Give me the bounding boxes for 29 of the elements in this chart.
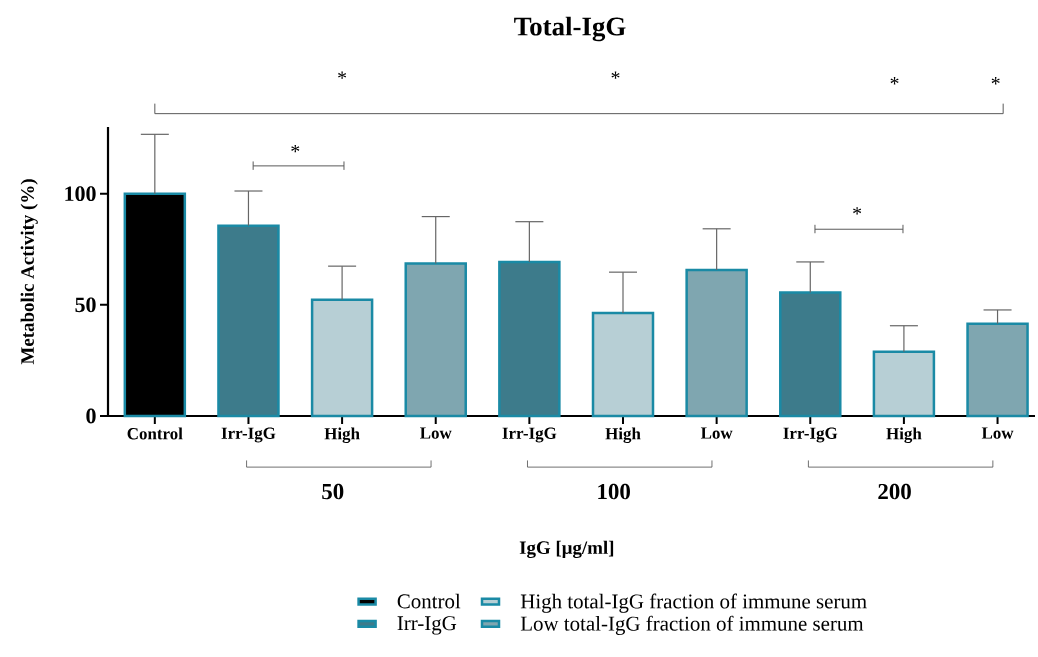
annotation: * bbox=[853, 207, 862, 215]
legend-label: Irr-IgG bbox=[397, 616, 457, 635]
text: * bbox=[611, 71, 620, 79]
y-tick-label: 0 bbox=[86, 408, 96, 424]
x-tick-label: Low bbox=[420, 427, 452, 439]
text: 50 bbox=[322, 483, 344, 500]
text: * bbox=[890, 77, 899, 85]
x-tick-label: Irr-IgG bbox=[221, 427, 276, 443]
legend-label: High total-IgG fraction of immune serum bbox=[520, 593, 867, 613]
y-tick-label: 100 bbox=[65, 186, 96, 202]
text: 100 bbox=[598, 483, 630, 500]
x-tick-label: Irr-IgG bbox=[783, 427, 838, 443]
x-tick-label: Low bbox=[981, 427, 1014, 439]
y-tick-label: 50 bbox=[75, 297, 96, 313]
text: * bbox=[338, 71, 347, 79]
x-tick-label: High bbox=[324, 427, 360, 443]
text: IgG [μg/ml] bbox=[519, 540, 614, 559]
y-axis-title: Metabolic Activity (%) bbox=[20, 179, 38, 365]
annotation: * bbox=[291, 144, 300, 153]
x-tick-label: Low bbox=[700, 427, 733, 439]
legend-label: Control bbox=[397, 593, 461, 609]
text: * bbox=[991, 77, 1000, 85]
x-tick-label: Irr-IgG bbox=[502, 427, 557, 443]
x-tick-label: High bbox=[886, 427, 922, 443]
x-tick-label: High bbox=[605, 427, 641, 443]
x-tick-label: Control bbox=[127, 427, 183, 440]
text: 200 bbox=[878, 483, 911, 500]
legend-label: Low total-IgG fraction of immune serum bbox=[520, 615, 864, 636]
chart-title: Total-IgG bbox=[514, 16, 626, 42]
